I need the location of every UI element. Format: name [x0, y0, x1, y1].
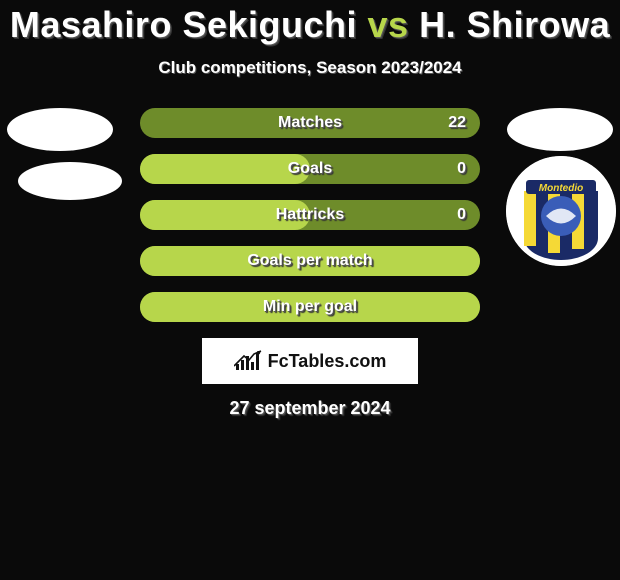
- page-title: Masahiro Sekiguchi vs H. Shirowa: [0, 4, 620, 46]
- svg-text:Montedio: Montedio: [539, 183, 583, 194]
- stat-value-right: 0: [457, 206, 466, 224]
- stat-value-right: 22: [448, 114, 466, 132]
- subtitle: Club competitions, Season 2023/2024: [0, 58, 620, 78]
- stat-bar: Goals0: [140, 154, 480, 184]
- stat-bar: Goals per match: [140, 246, 480, 276]
- left-oval-badge-bottom: [18, 162, 122, 200]
- stat-label: Matches: [140, 114, 480, 132]
- right-team-badge: Montedio: [506, 156, 616, 266]
- stat-label: Goals: [140, 160, 480, 178]
- stat-bars: Matches22Goals0Hattricks0Goals per match…: [140, 108, 480, 322]
- stat-bar: Matches22: [140, 108, 480, 138]
- vs-label: vs: [368, 4, 409, 45]
- comparison-card: Masahiro Sekiguchi vs H. Shirowa Club co…: [0, 0, 620, 419]
- player2-name: H. Shirowa: [419, 4, 610, 45]
- source-logo-box: FcTables.com: [202, 338, 418, 384]
- player1-name: Masahiro Sekiguchi: [10, 4, 357, 45]
- stat-value-right: 0: [457, 160, 466, 178]
- source-logo-text: FcTables.com: [268, 351, 387, 372]
- right-oval-badge-top: [507, 108, 613, 151]
- stat-label: Hattricks: [140, 206, 480, 224]
- left-oval-badge-top: [7, 108, 113, 151]
- snapshot-date: 27 september 2024: [0, 398, 620, 419]
- chart-icon: [234, 350, 262, 372]
- stats-area: Montedio Matches22Goals0Hattricks0Goals …: [0, 108, 620, 322]
- stat-bar: Min per goal: [140, 292, 480, 322]
- stat-bar: Hattricks0: [140, 200, 480, 230]
- stat-label: Min per goal: [140, 298, 480, 316]
- stat-label: Goals per match: [140, 252, 480, 270]
